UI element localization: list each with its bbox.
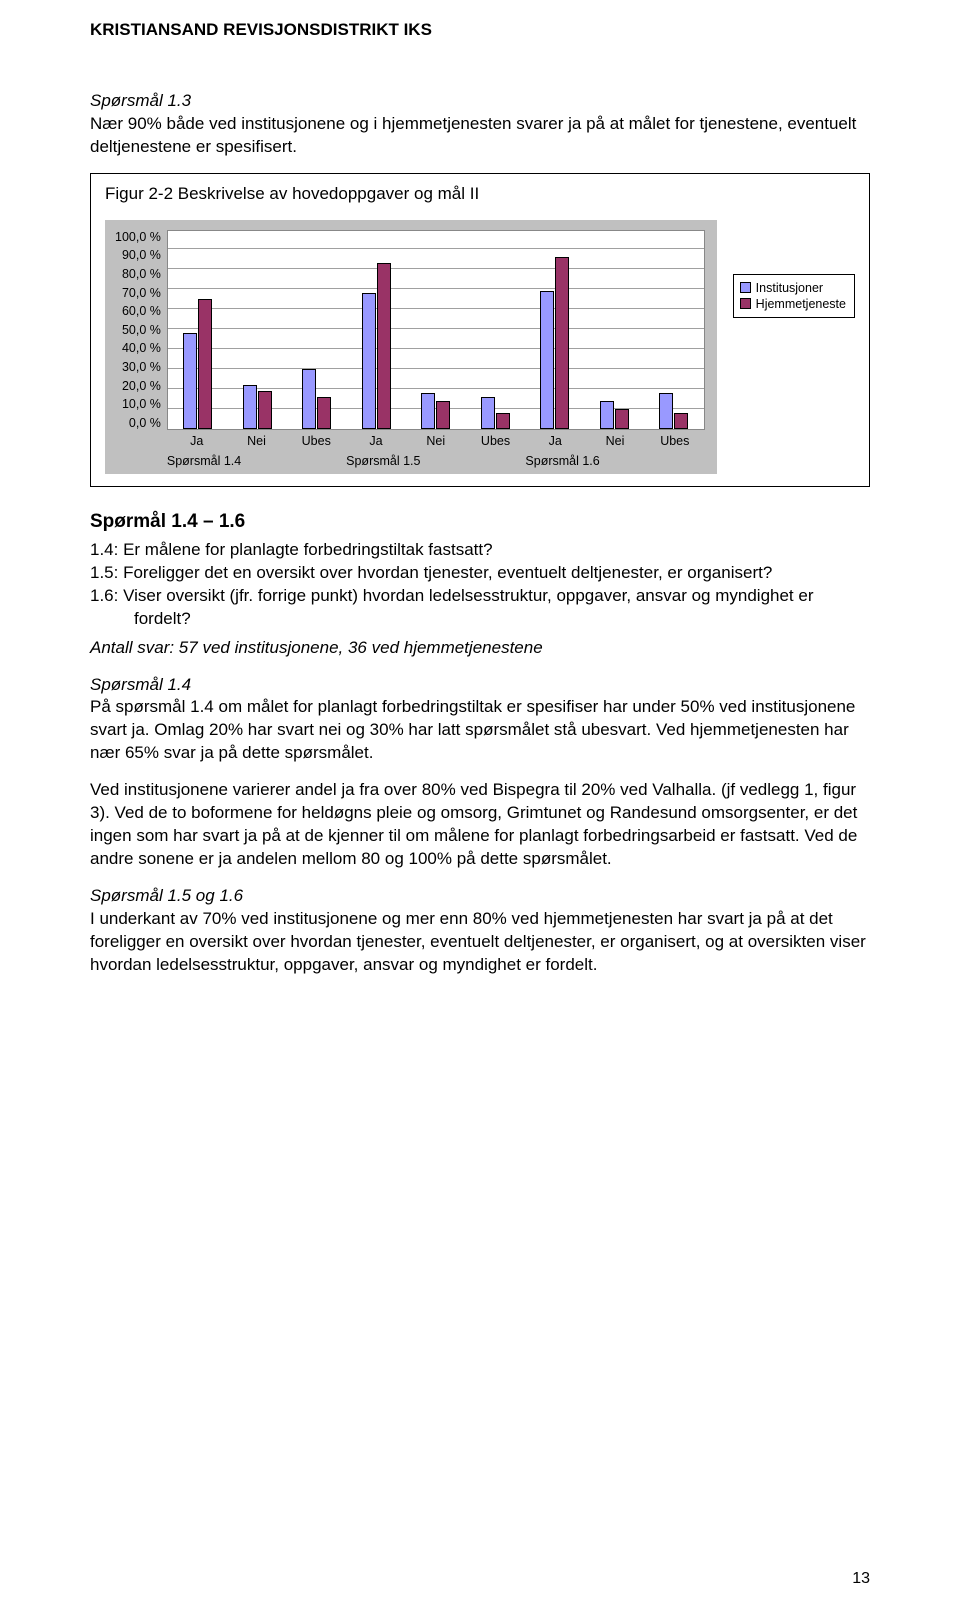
- legend-item-hjemmetjeneste: Hjemmetjeneste: [740, 297, 846, 311]
- chart-group: [168, 231, 347, 429]
- bar-hjemmetjeneste: [615, 409, 629, 429]
- paragraph-14b: Ved institusjonene varierer andel ja fra…: [90, 779, 870, 871]
- bar-institusjoner: [302, 369, 316, 429]
- chart-subgroup: [287, 231, 347, 429]
- y-tick-label: 40,0 %: [122, 341, 161, 355]
- page-number: 13: [852, 1570, 870, 1588]
- chart-subgroup: [227, 231, 287, 429]
- chart-bars: [168, 231, 704, 429]
- bar-hjemmetjeneste: [198, 299, 212, 429]
- paragraph-14: Spørsmål 1.4 På spørsmål 1.4 om målet fo…: [90, 674, 870, 766]
- chart-subgroup: [644, 231, 704, 429]
- question-list: 1.4: Er målene for planlagte forbedrings…: [90, 539, 870, 631]
- bar-hjemmetjeneste: [258, 391, 272, 429]
- chart-subgroup: [525, 231, 585, 429]
- x-sub-label: Ja: [167, 434, 227, 448]
- chart-plot-area: 100,0 % 90,0 % 80,0 % 70,0 % 60,0 % 50,0 % 40,…: [105, 220, 717, 474]
- chart-container: Figur 2-2 Beskrivelse av hovedoppgaver o…: [90, 173, 870, 487]
- y-tick-label: 60,0 %: [122, 304, 161, 318]
- chart-subgroup: [585, 231, 645, 429]
- chart-subgroup: [466, 231, 526, 429]
- y-tick-label: 90,0 %: [122, 248, 161, 262]
- legend-label-institusjoner: Institusjoner: [756, 281, 823, 295]
- chart-group: [525, 231, 704, 429]
- paragraph-1_3: Spørsmål 1.3 Nær 90% både ved institusjo…: [90, 90, 870, 159]
- q-line-16: 1.6: Viser oversikt (jfr. forrige punkt)…: [90, 585, 870, 631]
- bar-institusjoner: [600, 401, 614, 429]
- bar-hjemmetjeneste: [377, 263, 391, 429]
- y-tick-label: 50,0 %: [122, 323, 161, 337]
- x-subgroup-row: JaNeiUbes: [525, 434, 704, 448]
- x-group-label: Spørsmål 1.6: [525, 454, 704, 468]
- x-sub-label: Nei: [227, 434, 287, 448]
- chart-group: [346, 231, 525, 429]
- chart-x-sublabels: JaNeiUbesJaNeiUbesJaNeiUbes: [167, 434, 705, 448]
- legend-label-hjemmetjeneste: Hjemmetjeneste: [756, 297, 846, 311]
- bar-institusjoner: [362, 293, 376, 429]
- page: KRISTIANSAND REVISJONSDISTRIKT IKS Spørs…: [0, 0, 960, 1610]
- x-sub-label: Nei: [585, 434, 645, 448]
- bar-institusjoner: [421, 393, 435, 429]
- bar-hjemmetjeneste: [555, 257, 569, 429]
- bar-institusjoner: [659, 393, 673, 429]
- chart-x-group-labels: Spørsmål 1.4Spørsmål 1.5Spørsmål 1.6: [167, 454, 705, 468]
- chart-title: Figur 2-2 Beskrivelse av hovedoppgaver o…: [105, 184, 855, 204]
- chart-subgroup: [168, 231, 228, 429]
- x-sub-label: Ubes: [286, 434, 346, 448]
- antall-svar: Antall svar: 57 ved institusjonene, 36 v…: [90, 637, 870, 660]
- p14-title: Spørsmål 1.4: [90, 675, 191, 694]
- org-header: KRISTIANSAND REVISJONSDISTRIKT IKS: [90, 20, 870, 40]
- chart-subgroup: [346, 231, 406, 429]
- x-sub-label: Ubes: [466, 434, 526, 448]
- y-tick-label: 80,0 %: [122, 267, 161, 281]
- bar-institusjoner: [243, 385, 257, 429]
- x-sub-label: Nei: [406, 434, 466, 448]
- q-line-14: 1.4: Er målene for planlagte forbedrings…: [90, 539, 870, 562]
- chart-y-axis: 100,0 % 90,0 % 80,0 % 70,0 % 60,0 % 50,0 % 40,…: [115, 230, 167, 430]
- bar-hjemmetjeneste: [317, 397, 331, 429]
- x-sub-label: Ja: [346, 434, 406, 448]
- q13-body: Nær 90% både ved institusjonene og i hje…: [90, 114, 856, 156]
- y-tick-label: 0,0 %: [129, 416, 161, 430]
- legend-swatch-institusjoner: [740, 282, 751, 293]
- y-tick-label: 10,0 %: [122, 397, 161, 411]
- chart-plot: [167, 230, 705, 430]
- chart-subgroup: [406, 231, 466, 429]
- paragraph-1516: Spørsmål 1.5 og 1.6 I underkant av 70% v…: [90, 885, 870, 977]
- x-subgroup-row: JaNeiUbes: [346, 434, 525, 448]
- bar-institusjoner: [481, 397, 495, 429]
- q13-title: Spørsmål 1.3: [90, 91, 191, 110]
- p14-body1: På spørsmål 1.4 om målet for planlagt fo…: [90, 697, 855, 762]
- legend-swatch-hjemmetjeneste: [740, 298, 751, 309]
- p1516-title: Spørsmål 1.5 og 1.6: [90, 886, 243, 905]
- bar-hjemmetjeneste: [436, 401, 450, 429]
- bar-hjemmetjeneste: [496, 413, 510, 429]
- q-line-15: 1.5: Foreligger det en oversikt over hvo…: [90, 562, 870, 585]
- chart-legend: Institusjoner Hjemmetjeneste: [733, 274, 855, 318]
- x-subgroup-row: JaNeiUbes: [167, 434, 346, 448]
- x-group-label: Spørsmål 1.5: [346, 454, 525, 468]
- y-tick-label: 20,0 %: [122, 379, 161, 393]
- p1516-body: I underkant av 70% ved institusjonene og…: [90, 909, 866, 974]
- bar-institusjoner: [540, 291, 554, 429]
- y-tick-label: 30,0 %: [122, 360, 161, 374]
- x-sub-label: Ja: [525, 434, 585, 448]
- y-tick-label: 100,0 %: [115, 230, 161, 244]
- section-heading-14-16: Spørmål 1.4 – 1.6: [90, 511, 870, 533]
- x-sub-label: Ubes: [645, 434, 705, 448]
- x-group-label: Spørsmål 1.4: [167, 454, 346, 468]
- y-tick-label: 70,0 %: [122, 286, 161, 300]
- legend-item-institusjoner: Institusjoner: [740, 281, 846, 295]
- bar-hjemmetjeneste: [674, 413, 688, 429]
- bar-institusjoner: [183, 333, 197, 429]
